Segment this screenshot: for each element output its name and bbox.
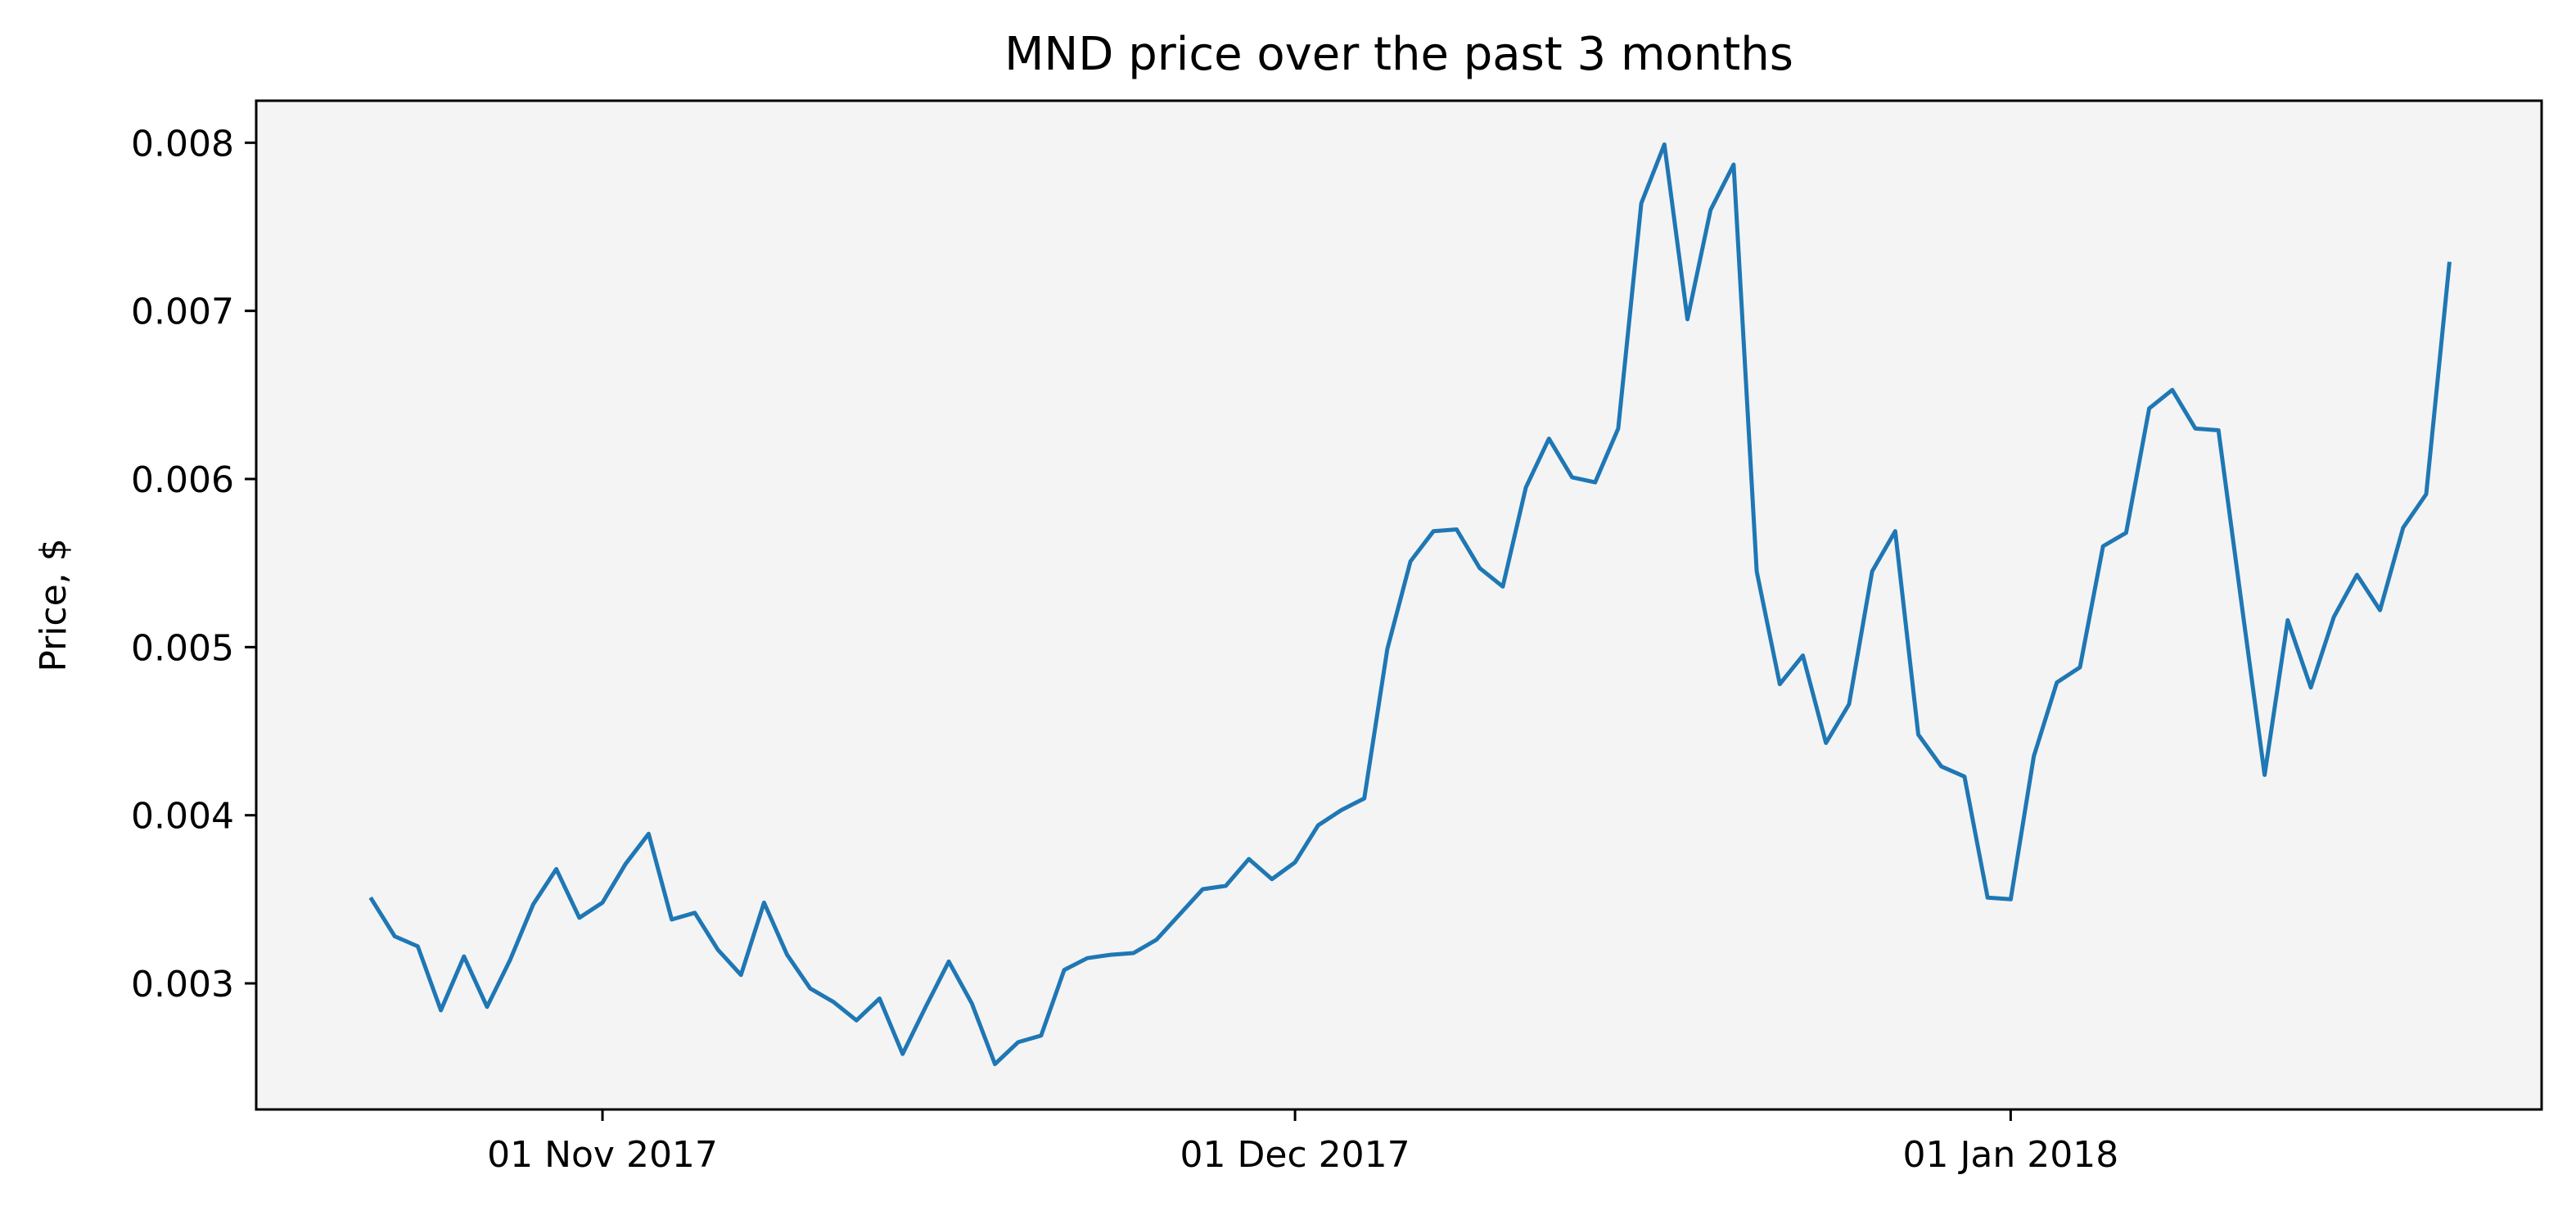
y-tick-label: 0.006	[131, 459, 234, 501]
y-axis-label: Price, $	[33, 538, 74, 671]
y-tick-label: 0.008	[131, 123, 234, 165]
x-axis-ticks: 01 Nov 2017 01 Dec 2017 01 Jan 2018	[487, 1109, 2118, 1176]
chart-title: MND price over the past 3 months	[1004, 28, 1793, 81]
x-tick-label: 01 Nov 2017	[487, 1134, 718, 1176]
x-tick-label: 01 Dec 2017	[1180, 1134, 1410, 1176]
plot-frame	[255, 99, 2543, 1111]
series-line	[368, 142, 2452, 1067]
y-axis-ticks: 0.003 0.004 0.005 0.006 0.007 0.008	[131, 123, 256, 1005]
y-tick-label: 0.007	[131, 291, 234, 333]
x-tick-label: 01 Jan 2018	[1902, 1134, 2118, 1176]
y-tick-label: 0.004	[131, 796, 234, 838]
y-tick-label: 0.003	[131, 964, 234, 1005]
y-tick-label: 0.005	[131, 627, 234, 669]
